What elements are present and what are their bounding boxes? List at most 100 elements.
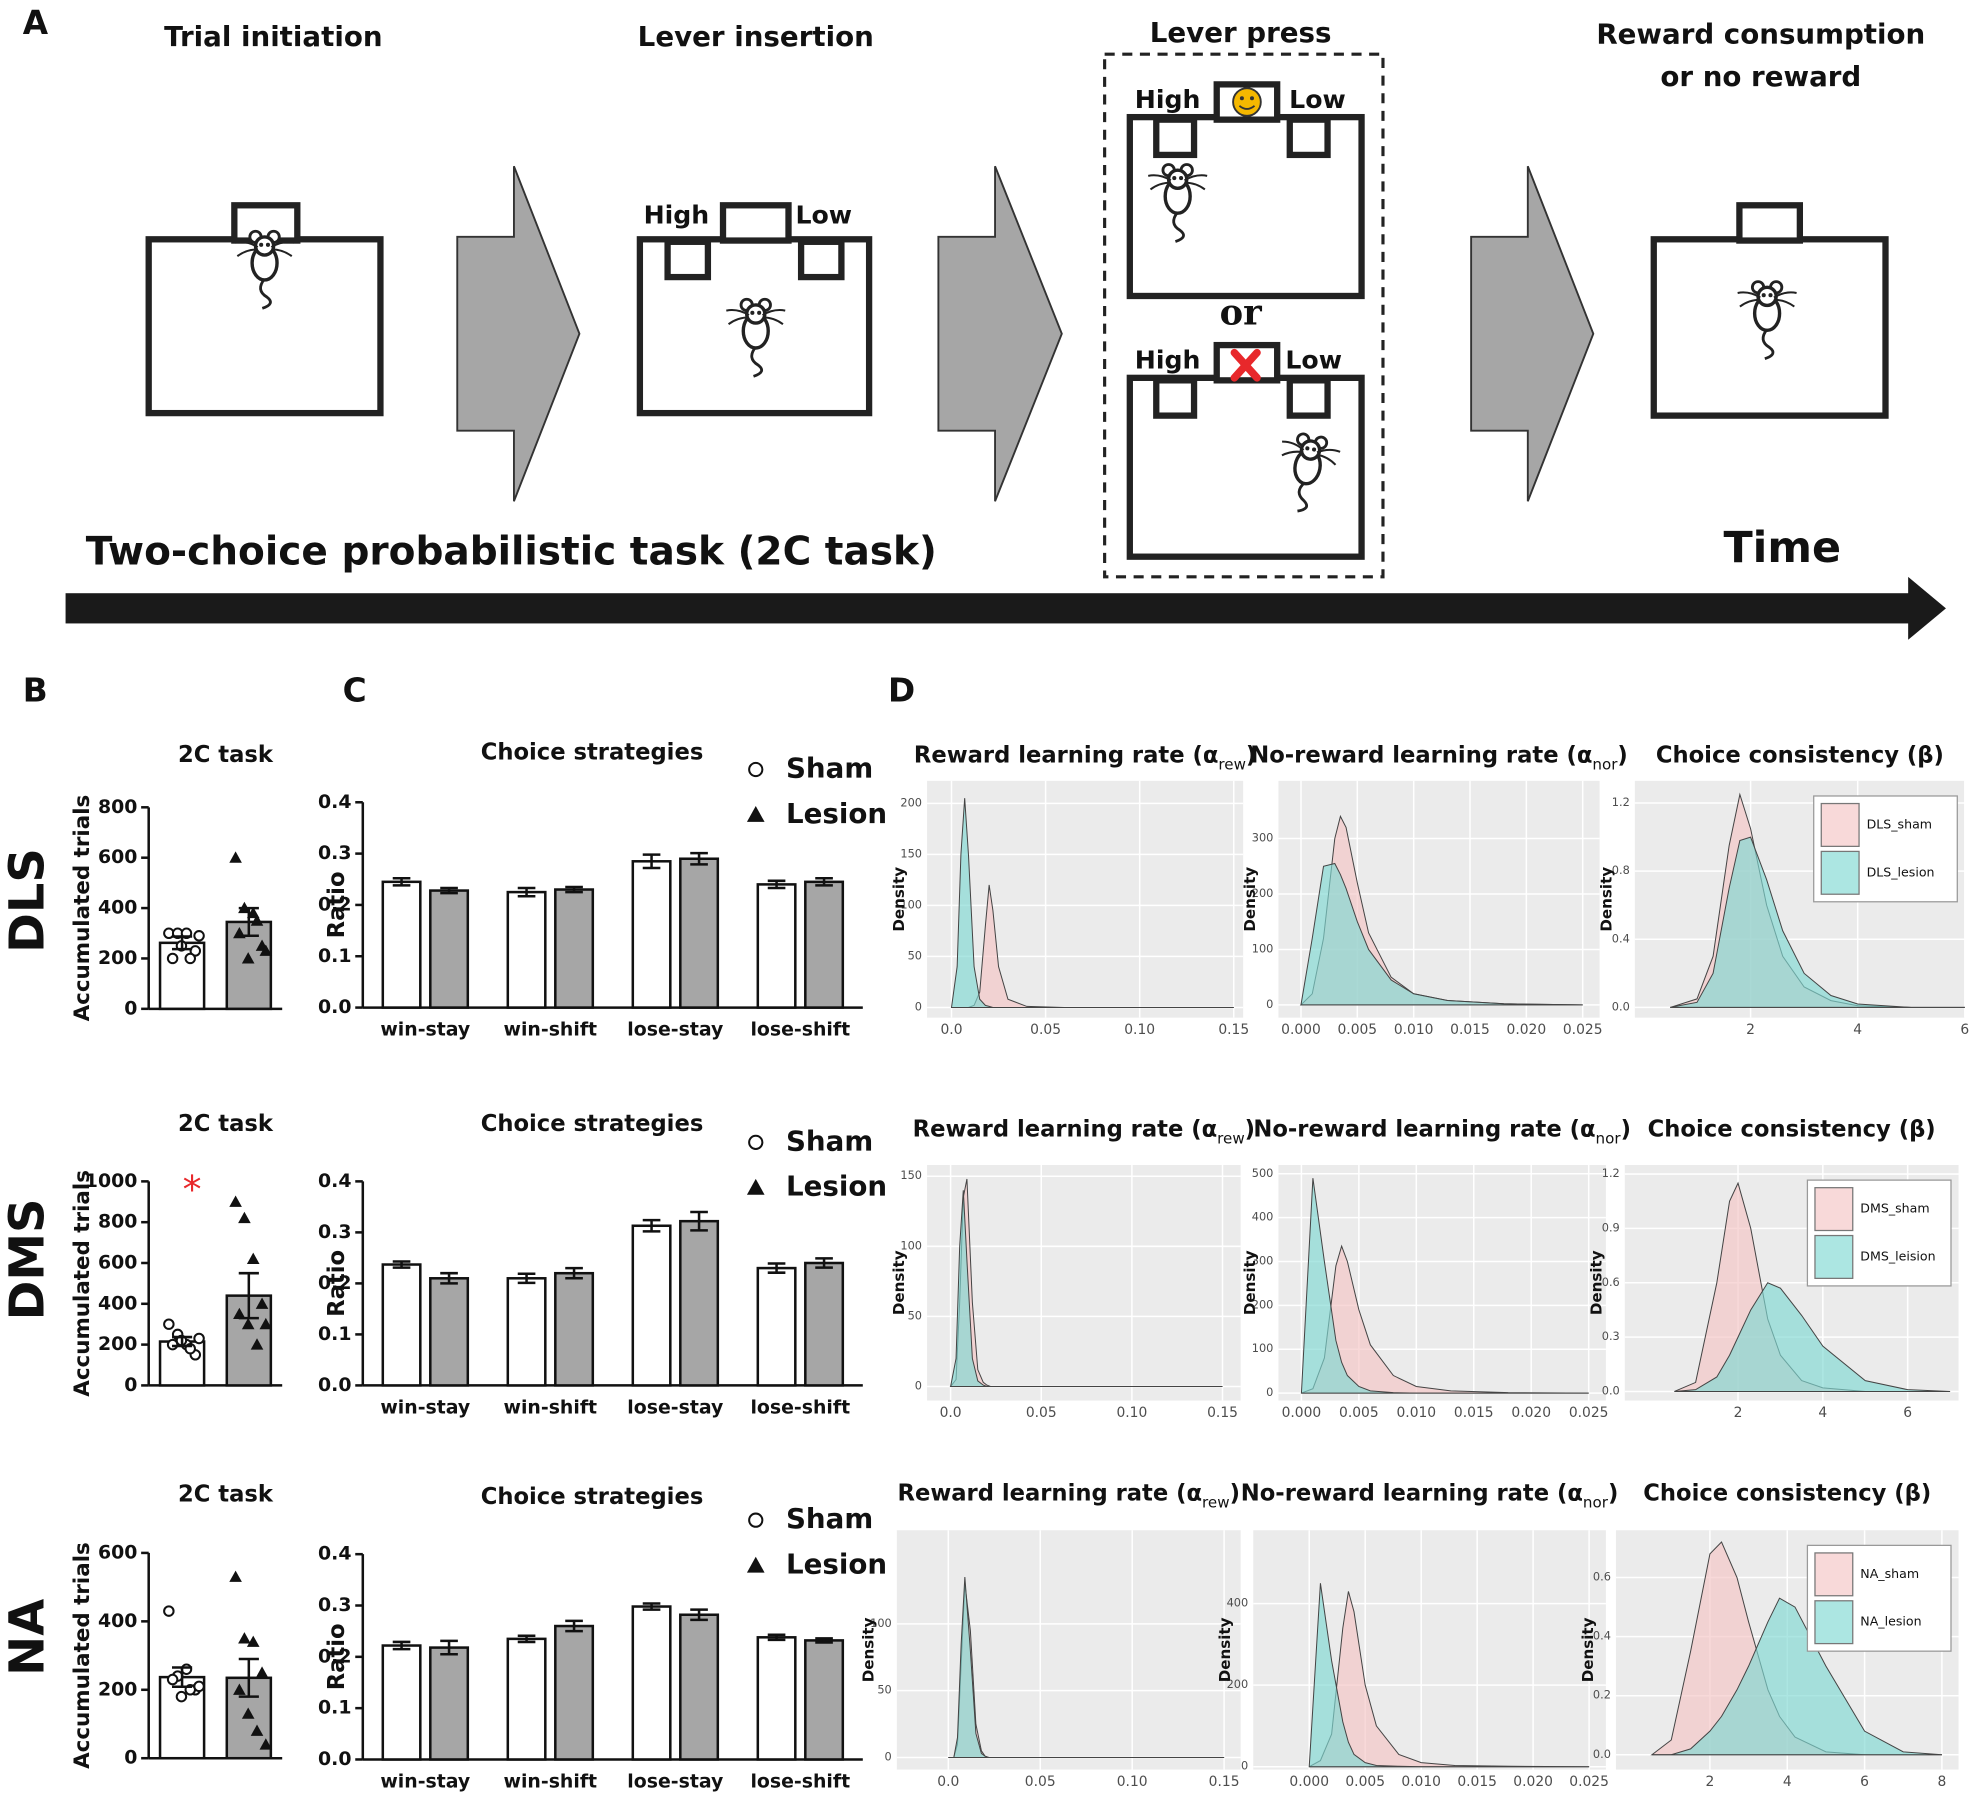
bar — [756, 1266, 797, 1387]
y-tick-label: 400 — [98, 1292, 137, 1314]
y-tick-label: 800 — [98, 796, 137, 818]
error-bar — [815, 1637, 833, 1644]
legend-marker — [748, 761, 764, 778]
x-tick-label: 0.15 — [1207, 1405, 1238, 1421]
x-tick-label: 0.020 — [1513, 1774, 1553, 1790]
marker — [238, 1632, 251, 1644]
y-tick-label: 400 — [98, 1610, 137, 1632]
y-axis-label: Accumulated trials — [70, 1542, 95, 1769]
legend-swatch — [1820, 850, 1860, 895]
y-axis-label: Density — [1579, 1617, 1597, 1682]
x-tick-label: 0.15 — [1218, 1022, 1249, 1038]
y-tick-label: 0.6 — [1593, 1570, 1611, 1584]
y-tick-label: 50 — [908, 1308, 922, 1322]
error-bar — [815, 876, 833, 887]
legend-swatch — [1820, 802, 1860, 847]
x-tick-label: 0.0 — [937, 1774, 959, 1790]
legend-swatch — [1814, 1234, 1854, 1279]
legend-marker — [746, 1556, 765, 1573]
error-bar — [440, 886, 458, 895]
x-tick-label: lose-stay — [627, 1771, 723, 1793]
title-part: rew — [1218, 755, 1246, 773]
y-tick-label: 200 — [98, 1678, 137, 1700]
dashed-box — [1103, 52, 1385, 579]
title-part: No-reward learning rate (α — [1253, 1116, 1595, 1142]
y-tick-label: 0.1 — [318, 1323, 351, 1345]
marker — [229, 1195, 242, 1207]
error-bar — [517, 886, 536, 898]
x-tick-label: 0.025 — [1569, 1774, 1609, 1790]
error-bar — [238, 1271, 259, 1320]
bar — [506, 1637, 547, 1761]
title-part: Reward learning rate (α — [898, 1480, 1202, 1506]
y-tick-label: 0.0 — [318, 996, 351, 1018]
bar — [381, 1263, 422, 1387]
error-bar — [392, 1260, 411, 1269]
x-tick-label: 0.10 — [1116, 1405, 1147, 1421]
x-tick-label: 0.025 — [1569, 1405, 1609, 1421]
y-axis-label: Ratio — [324, 871, 350, 938]
reward-icon — [1232, 87, 1262, 117]
y-tick-label: 0.2 — [318, 1645, 351, 1667]
x-tick-label: 0.10 — [1124, 1022, 1155, 1038]
chart-title: 2C task — [178, 1481, 274, 1507]
legend-label: Lesion — [786, 797, 887, 830]
marker — [246, 1635, 260, 1647]
legend-marker — [748, 1512, 764, 1528]
x-tick-label: 0.010 — [1394, 1022, 1434, 1038]
error-bar — [392, 876, 411, 887]
title-part: rew — [1217, 1129, 1245, 1147]
step-title: Reward consumption — [1596, 17, 1925, 50]
marker — [229, 1570, 242, 1582]
y-tick-label: 0.4 — [318, 1170, 351, 1192]
error-bar — [767, 1633, 786, 1642]
y-tick-label: 600 — [98, 1251, 137, 1273]
y-tick-label: 400 — [1252, 1210, 1274, 1224]
y-tick-label: 100 — [900, 897, 922, 911]
x-tick-label: 4 — [1818, 1405, 1827, 1421]
error-bar — [565, 885, 583, 894]
y-axis-label: Density — [890, 867, 908, 932]
y-tick-label: 50 — [908, 948, 922, 962]
title-part: Choice consistency (β) — [1648, 1116, 1936, 1142]
y-tick-label: 1.2 — [1602, 1166, 1620, 1180]
plot-background — [1253, 1530, 1606, 1770]
bar — [381, 880, 422, 1009]
x-tick-label: 4 — [1853, 1022, 1862, 1038]
y-tick-label: 0.3 — [318, 1221, 351, 1243]
legend-label: Lesion — [786, 1548, 887, 1581]
y-tick-label: 100 — [900, 1238, 922, 1252]
density-area — [1300, 1178, 1589, 1394]
x-tick-label: 0.0 — [940, 1022, 962, 1038]
y-tick-label: 0.8 — [1612, 863, 1630, 877]
x-tick-label: 0.05 — [1025, 1774, 1056, 1790]
legend-label: DMS_sham — [1860, 1201, 1929, 1216]
x-tick-label: lose-shift — [750, 1019, 850, 1041]
legend-swatch — [1814, 1552, 1854, 1597]
lever-labels: High Low High Low High Low — [644, 85, 1346, 375]
x-tick-label: 6 — [1903, 1405, 1912, 1421]
chart-title: No-reward learning rate (αnor) — [1253, 1116, 1631, 1147]
chart-title: Reward learning rate (αrew) — [913, 1116, 1255, 1147]
step-title: Trial initiation — [164, 20, 382, 53]
marker — [163, 1605, 175, 1617]
y-tick-label: 0.4 — [1612, 931, 1630, 945]
x-tick-label: 8 — [1938, 1774, 1947, 1790]
y-axis-label: Accumulated trials — [70, 1170, 95, 1397]
x-tick-label: 0.05 — [1030, 1022, 1061, 1038]
y-tick-label: 0 — [124, 1374, 137, 1396]
panel-label: B — [23, 672, 48, 710]
title-part: nor — [1596, 1129, 1622, 1147]
x-tick-label: 0.020 — [1507, 1022, 1547, 1038]
y-axis-label: Density — [1598, 867, 1616, 932]
or-label: or — [1220, 292, 1263, 333]
chart-title: 2C task — [178, 1111, 274, 1137]
y-tick-label: 1000 — [85, 1170, 138, 1192]
error-bar — [767, 879, 786, 890]
bar — [429, 889, 470, 1009]
x-tick-label: 0.15 — [1209, 1774, 1240, 1790]
y-tick-label: 600 — [98, 1541, 137, 1563]
marker — [166, 952, 179, 965]
y-tick-label: 0 — [1241, 1759, 1248, 1773]
x-tick-label: win-stay — [380, 1397, 470, 1419]
